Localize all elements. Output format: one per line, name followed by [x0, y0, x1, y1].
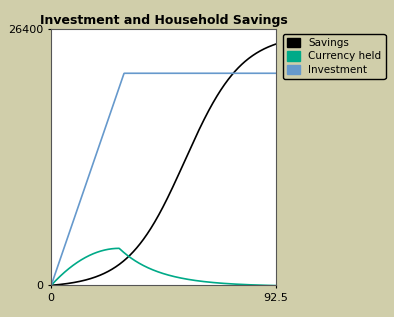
Title: Investment and Household Savings: Investment and Household Savings: [40, 14, 287, 27]
Legend: Savings, Currency held, Investment: Savings, Currency held, Investment: [283, 34, 386, 79]
